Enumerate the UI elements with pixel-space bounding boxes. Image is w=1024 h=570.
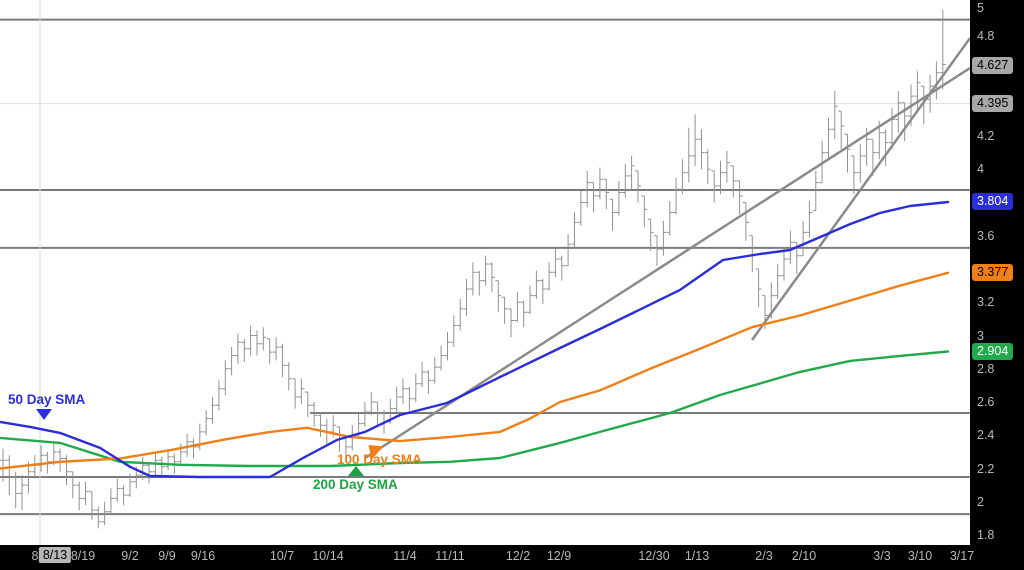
- date-tick-label: 3/3: [873, 549, 891, 563]
- chart-plot-area[interactable]: 50 Day SMA 100 Day SMA 200 Day SMA: [0, 0, 970, 545]
- price-badge-horizontal-line: 4.395: [972, 95, 1014, 113]
- trend-line-2[interactable]: [750, 37, 970, 341]
- date-tick-label: 1/13: [684, 549, 710, 563]
- time-axis[interactable]: 8 8/19 9/2 9/9 9/16 10/7 10/14 11/4 11/11 12/2 12/…: [0, 545, 1024, 570]
- 200-day-sma-line[interactable]: [0, 350, 950, 468]
- sma50-label-text: 50 Day SMA: [8, 392, 86, 407]
- date-tick-label: 11/11: [435, 549, 465, 563]
- price-tick-label: 1.8: [977, 528, 995, 542]
- date-tick-label: 12/30: [638, 549, 670, 563]
- sma100-label[interactable]: 100 Day SMA: [337, 452, 422, 467]
- sma200-label-text: 200 Day SMA: [313, 477, 398, 492]
- chart-canvas[interactable]: [0, 0, 970, 545]
- price-tick-label: 3.6: [977, 228, 995, 243]
- date-tick-label: 12/9: [546, 549, 572, 563]
- crosshair-date-badge: 8/13: [38, 547, 72, 563]
- 100-day-sma-line[interactable]: [0, 271, 950, 470]
- date-tick-label: 8/19: [70, 549, 96, 563]
- ohlc-bars[interactable]: [0, 9, 946, 529]
- sma200-label[interactable]: 200 Day SMA: [313, 477, 398, 492]
- price-badge-sma-50: 3.804: [972, 193, 1014, 211]
- price-badge-sma-100: 3.377: [972, 264, 1014, 282]
- date-tick-label: 10/14: [312, 549, 344, 563]
- price-tick-label: 2.8: [977, 361, 995, 376]
- date-tick-label: 2/10: [791, 549, 817, 563]
- price-badge-sma-200: 2.904: [972, 342, 1014, 360]
- price-badge-trend-line-1: 4.627: [972, 56, 1014, 74]
- sma200-up-arrow-icon: [348, 466, 364, 476]
- price-axis[interactable]: 5 4.8 4.2 4 3.6 3.2 3 2.8 2.6 2.4 2.2 2 1.8 4.627 4.39…: [970, 0, 1024, 545]
- date-tick-label: 3/17: [949, 549, 975, 563]
- 50-day-sma-line[interactable]: [0, 200, 950, 479]
- date-tick-label: 8: [31, 549, 39, 563]
- price-tick-label: 2.6: [977, 395, 995, 409]
- sma100-label-text: 100 Day SMA: [337, 452, 422, 467]
- date-tick-label: 9/16: [190, 549, 216, 563]
- date-tick-label: 11/4: [393, 549, 417, 563]
- price-tick-label: 2: [977, 494, 984, 509]
- date-tick-label: 2/3: [755, 549, 773, 563]
- date-tick-label: 9/9: [158, 549, 176, 563]
- date-tick-label: 10/7: [269, 549, 295, 563]
- price-tick-label: 5: [977, 1, 984, 15]
- price-tick-label: 3.2: [977, 295, 995, 310]
- date-tick-label: 9/2: [121, 549, 139, 563]
- price-tick-label: 4: [977, 162, 984, 177]
- price-tick-label: 4.8: [977, 29, 995, 44]
- price-tick-label: 3: [977, 328, 984, 343]
- date-tick-label: 3/10: [907, 549, 933, 563]
- price-tick-label: 4.2: [977, 129, 995, 143]
- sma50-label[interactable]: 50 Day SMA: [8, 392, 85, 407]
- price-tick-label: 2.2: [977, 461, 995, 476]
- price-tick-label: 2.4: [977, 428, 995, 443]
- date-tick-label: 12/2: [505, 549, 531, 563]
- sma50-down-arrow-icon: [36, 409, 52, 420]
